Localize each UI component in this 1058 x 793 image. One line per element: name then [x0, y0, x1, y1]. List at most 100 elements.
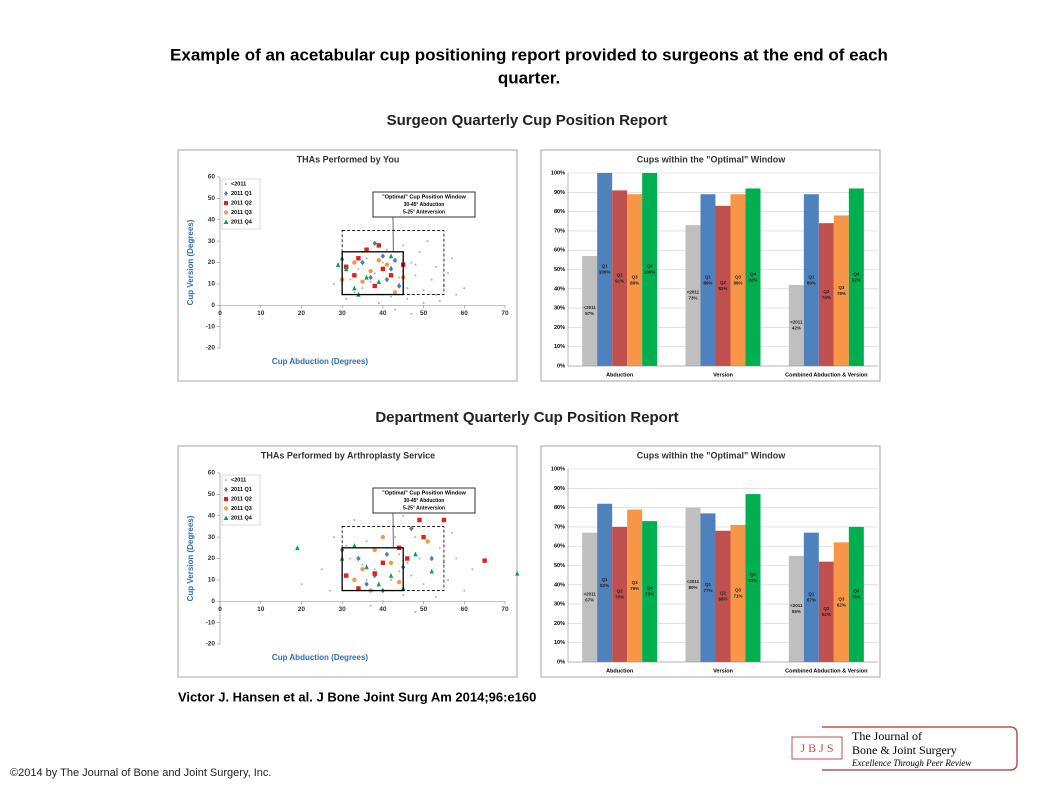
point — [360, 279, 365, 284]
point — [360, 259, 365, 266]
point — [438, 546, 441, 549]
section-title: Department Quarterly Cup Position Report — [375, 409, 678, 426]
point — [388, 572, 394, 578]
bar — [848, 526, 864, 662]
point — [377, 302, 380, 305]
point — [482, 558, 487, 563]
bar-series-label: Q4 — [647, 586, 654, 591]
y-tick-label: 40 — [208, 216, 216, 223]
point — [365, 257, 368, 260]
y-tick-label: 80% — [554, 505, 565, 511]
bar — [642, 521, 658, 662]
bar-series-label: <2011 — [687, 290, 700, 295]
y-tick-label: 40% — [554, 286, 565, 292]
bar-series-label: <2011 — [583, 592, 596, 597]
legend-box — [221, 178, 261, 230]
y-tick-label: 60 — [208, 174, 216, 181]
annotation-box — [372, 191, 476, 218]
x-tick-label: 50 — [420, 310, 428, 317]
point — [421, 534, 426, 540]
bar-value-label: 57% — [585, 311, 594, 316]
legend-marker — [225, 183, 227, 185]
point — [392, 290, 398, 295]
point — [441, 517, 447, 523]
bar-series-label: Q4 — [750, 271, 757, 276]
y-tick-label: 10 — [208, 281, 216, 288]
point — [352, 285, 357, 291]
y-tick-label: 60% — [554, 248, 565, 254]
point — [422, 289, 425, 292]
point — [406, 297, 409, 300]
annotation: 30-45° Abduction — [404, 498, 445, 504]
point — [396, 579, 402, 585]
bar-series-label: Q4 — [750, 572, 757, 577]
legend-marker — [224, 210, 228, 215]
x-tick-label: 70 — [501, 606, 509, 613]
legend-marker — [225, 479, 227, 481]
bar-series-label: Q1 — [705, 274, 712, 279]
bar-series-label: Q2 — [823, 289, 830, 294]
bar — [715, 205, 731, 366]
bar-series-label: Q1 — [808, 592, 815, 597]
y-tick-label: 80% — [554, 209, 565, 215]
x-tick-label: 30 — [339, 310, 347, 317]
point — [352, 260, 357, 265]
bar — [685, 225, 701, 366]
slide-title: quarter. — [498, 68, 560, 87]
point — [357, 267, 360, 270]
point — [372, 571, 377, 576]
bar — [788, 284, 804, 366]
legend-label: 2011 Q1 — [231, 191, 252, 197]
point — [372, 240, 377, 246]
logo-text: Bone & Joint Surgery — [852, 743, 957, 757]
bar — [833, 215, 849, 366]
x-axis-label: Cup Abduction (Degrees) — [272, 357, 368, 366]
point — [352, 273, 357, 278]
point — [422, 583, 425, 586]
point — [396, 283, 402, 289]
x-tick-label: Abduction — [606, 372, 634, 378]
x-tick-label: 10 — [257, 606, 265, 613]
point — [394, 536, 397, 539]
point — [384, 276, 390, 283]
bar-value-label: 73% — [688, 296, 697, 301]
legend-marker — [224, 506, 228, 511]
point — [385, 248, 388, 251]
bar — [685, 507, 701, 662]
point — [376, 258, 381, 263]
bar — [848, 188, 864, 366]
y-tick-label: 50% — [554, 563, 565, 569]
point — [320, 568, 323, 571]
x-tick-label: Combined Abduction & Version — [785, 668, 868, 674]
point — [414, 610, 417, 613]
annotation: "Optimal" Cup Position Window — [382, 194, 466, 200]
point — [429, 555, 434, 562]
legend-box — [221, 474, 261, 526]
y-tick-label: 30 — [208, 238, 216, 245]
point — [422, 302, 425, 305]
point — [418, 250, 421, 253]
bar — [627, 194, 643, 366]
y-tick-label: 0 — [211, 302, 215, 309]
point — [369, 604, 372, 607]
chart-title: Cups within the "Optimal" Window — [637, 154, 786, 164]
bar — [642, 173, 658, 366]
point — [430, 278, 433, 281]
y-tick-label: -10 — [206, 619, 216, 626]
y-tick-label: 100% — [551, 170, 565, 176]
x-tick-label: 50 — [420, 606, 428, 613]
logo-text: Excellence Through Peer Review — [851, 758, 971, 768]
slide-title: Example of an acetabular cup positioning… — [170, 45, 888, 64]
point — [376, 279, 381, 284]
bar-value-label: 52% — [822, 612, 831, 617]
point — [434, 293, 437, 296]
point — [384, 551, 390, 557]
point — [356, 555, 361, 562]
x-tick-label: 0 — [218, 310, 222, 317]
point — [353, 291, 356, 294]
x-tick-label: 70 — [501, 310, 509, 317]
legend-marker — [224, 191, 228, 196]
legend-label: 2011 Q4 — [231, 219, 253, 225]
bar-value-label: 67% — [807, 598, 816, 603]
point — [372, 547, 377, 553]
